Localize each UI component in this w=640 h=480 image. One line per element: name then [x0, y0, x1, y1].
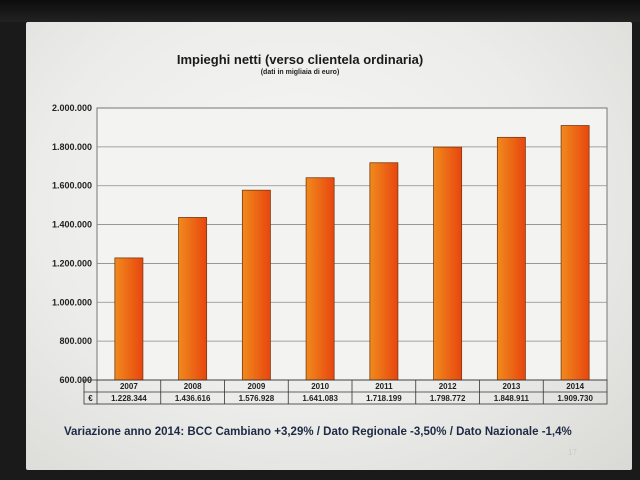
data-value-label: 1.798.772 [430, 394, 466, 403]
data-value-label: 1.641.083 [302, 394, 338, 403]
chart-title: Impieghi netti (verso clientela ordinari… [176, 52, 424, 67]
footer-variation-text: Variazione anno 2014: BCC Cambiano +3,29… [64, 426, 572, 438]
y-tick-label: 800.000 [59, 336, 92, 346]
page-number: 17 [568, 448, 577, 457]
monitor-bezel [0, 0, 640, 22]
data-value-label: 1.576.928 [239, 394, 275, 403]
x-tick-label: 2009 [247, 382, 265, 391]
bar-2011 [369, 162, 399, 381]
data-value-label: 1.436.616 [175, 394, 211, 403]
bar-2009 [241, 189, 271, 381]
y-tick-label: 1.000.000 [52, 297, 92, 307]
bar-2008 [178, 217, 208, 381]
data-table-row-label: € [88, 394, 93, 403]
x-tick-label: 2013 [502, 382, 520, 391]
x-tick-label: 2014 [566, 382, 584, 391]
data-value-label: 1.718.199 [366, 394, 402, 403]
chart-subtitle: (dati in migliaia di euro) [260, 69, 340, 76]
y-tick-label: 600.000 [59, 375, 92, 385]
bar-2012 [433, 146, 463, 381]
plot-area [96, 107, 608, 381]
x-tick-label: 2011 [375, 382, 393, 391]
bar-2010 [305, 177, 335, 381]
x-tick-label: 2007 [120, 382, 138, 391]
y-tick-label: 1.400.000 [52, 220, 92, 230]
data-value-label: 1.848.911 [494, 394, 530, 403]
x-tick-label: 2010 [311, 382, 329, 391]
data-value-label: 1.909.730 [557, 394, 593, 403]
y-tick-label: 2.000.000 [52, 103, 92, 113]
bar-2007 [114, 257, 144, 381]
y-tick-label: 1.800.000 [52, 142, 92, 152]
x-tick-label: 2012 [439, 382, 457, 391]
x-tick-label: 2008 [184, 382, 202, 391]
y-tick-label: 1.600.000 [52, 181, 92, 191]
y-tick-label: 1.200.000 [52, 258, 92, 268]
bar-2014 [560, 125, 590, 381]
data-value-label: 1.228.344 [111, 394, 147, 403]
bar-2013 [496, 136, 526, 381]
